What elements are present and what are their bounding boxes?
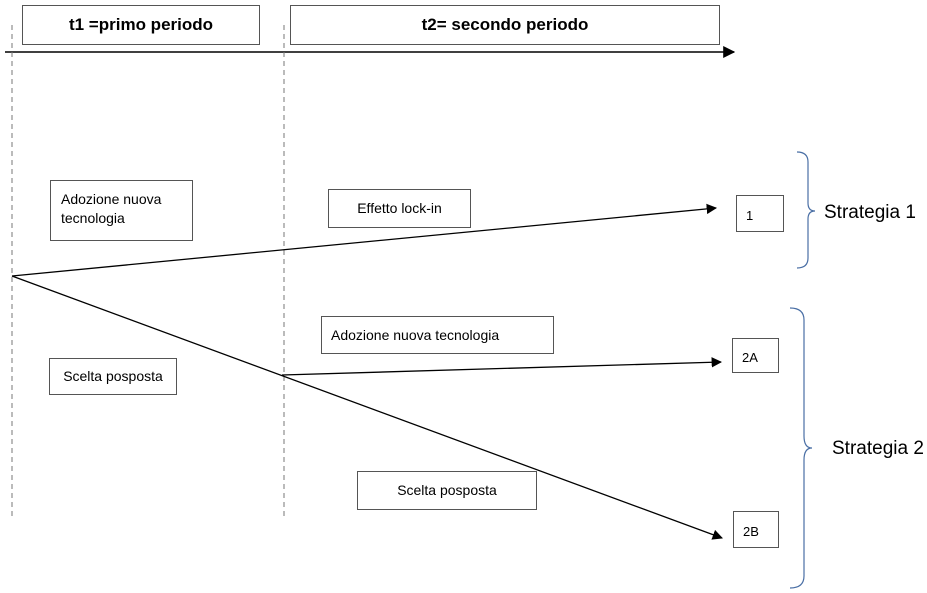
label-adozione-t2: Adozione nuova tecnologia — [321, 316, 554, 354]
label-adozione-t1: Adozione nuova tecnologia — [50, 180, 193, 241]
arrow-to-outcome-1 — [11, 203, 718, 277]
label-scelta-t2: Scelta posposta — [357, 471, 537, 510]
arrow-to-outcome-2b — [11, 275, 723, 540]
arrow-to-outcome-2a — [281, 357, 723, 376]
label-effetto-lockin: Effetto lock-in — [328, 189, 471, 228]
outcome-2a-box: 2A — [732, 338, 779, 373]
strategy-2-bracket — [789, 307, 813, 589]
strategy-1-bracket — [796, 151, 816, 269]
header-t1: t1 =primo periodo — [22, 5, 260, 45]
strategy-2-label: Strategia 2 — [832, 438, 924, 459]
header-t2: t2= secondo periodo — [290, 5, 720, 45]
label-scelta-t1: Scelta posposta — [49, 358, 177, 395]
strategy-1-label: Strategia 1 — [824, 202, 916, 223]
outcome-1-box: 1 — [736, 195, 784, 232]
outcome-2b-box: 2B — [733, 511, 779, 548]
